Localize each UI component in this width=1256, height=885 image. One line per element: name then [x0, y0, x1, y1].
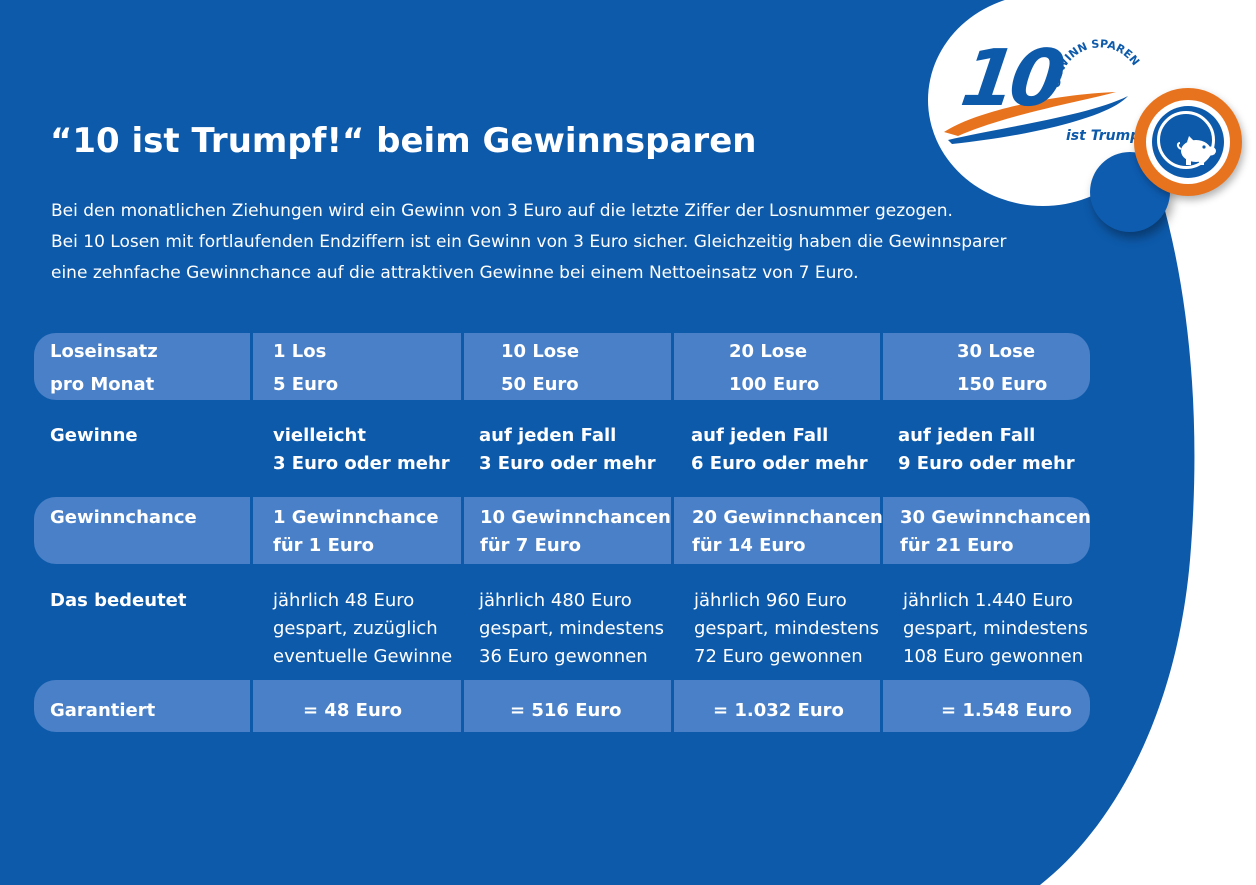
table-cell-line: = 516 Euro: [510, 700, 622, 721]
table-cell-line: 50 Euro: [501, 374, 579, 395]
row-label: Gewinnchance: [50, 504, 197, 532]
table-cell: jährlich 1.440 Euro gespart, mindestens 10…: [903, 587, 1088, 671]
table-cell-line: 3 Euro oder mehr: [479, 453, 656, 474]
table-cell: 1 Gewinnchance für 1 Euro: [273, 504, 439, 560]
table-cell: 30 Gewinnchancen für 21 Euro: [900, 504, 1091, 560]
column-separator: [671, 497, 674, 564]
table-cell-line: 30 Lose: [957, 341, 1036, 362]
table-cell-line: 72 Euro gewonnen: [694, 646, 863, 667]
table-cell-line: = 48 Euro: [303, 700, 403, 721]
table-cell: auf jeden Fall 3 Euro oder mehr: [479, 422, 656, 478]
row-label-line: Loseinsatz: [50, 341, 158, 362]
page-title: “10 ist Trumpf!“ beim Gewinnsparen: [50, 121, 757, 161]
intro-line: Bei 10 Losen mit fortlaufenden Endziffer…: [51, 232, 1007, 252]
table-cell-line: 1 Gewinnchance: [273, 507, 439, 528]
logo-number: 10: [955, 34, 1065, 124]
row-label-line: Gewinnchance: [50, 507, 197, 528]
table-cell-line: jährlich 960 Euro: [694, 590, 847, 611]
table-cell-line: für 14 Euro: [692, 535, 806, 556]
table-cell-line: gespart, zuzüglich: [273, 618, 438, 639]
table-cell-line: 100 Euro: [729, 374, 820, 395]
table-cell-line: auf jeden Fall: [479, 425, 617, 446]
table-cell-line: gespart, mindestens: [903, 618, 1088, 639]
column-separator: [880, 497, 883, 564]
table-cell: 1 Los 5 Euro: [273, 335, 338, 401]
table-cell-line: 20 Lose: [729, 341, 808, 362]
table-cell: auf jeden Fall 9 Euro oder mehr: [898, 422, 1075, 478]
table-cell-line: gespart, mindestens: [694, 618, 879, 639]
table-cell: = 516 Euro: [510, 697, 622, 725]
row-label: Gewinne: [50, 422, 138, 450]
row-label: Das bedeutet: [50, 587, 187, 615]
table-cell-line: 3 Euro oder mehr: [273, 453, 450, 474]
column-separator: [461, 333, 464, 400]
table-cell-line: 108 Euro gewonnen: [903, 646, 1084, 667]
table-cell-line: für 7 Euro: [480, 535, 581, 556]
table-cell: 20 Lose 100 Euro: [729, 335, 819, 401]
table-cell: 10 Lose 50 Euro: [501, 335, 579, 401]
table-cell-line: 6 Euro oder mehr: [691, 453, 868, 474]
table-cell: jährlich 960 Euro gespart, mindestens 72 E…: [694, 587, 879, 671]
table-cell: 30 Lose 150 Euro: [957, 335, 1047, 401]
table-cell-line: 20 Gewinnchancen: [692, 507, 883, 528]
table-cell-line: jährlich 1.440 Euro: [903, 590, 1073, 611]
table-cell-line: 10 Lose: [501, 341, 580, 362]
column-separator: [461, 680, 464, 732]
table-cell: 20 Gewinnchancen für 14 Euro: [692, 504, 883, 560]
table-cell: auf jeden Fall 6 Euro oder mehr: [691, 422, 868, 478]
table-cell-line: 9 Euro oder mehr: [898, 453, 1075, 474]
column-separator: [250, 680, 253, 732]
piggy-bank-icon: [1176, 136, 1216, 165]
table-cell-line: 5 Euro: [273, 374, 339, 395]
column-separator: [671, 680, 674, 732]
intro-text: Bei den monatlichen Ziehungen wird ein G…: [51, 196, 1071, 289]
column-separator: [671, 333, 674, 400]
table-cell-line: 10 Gewinnchancen: [480, 507, 671, 528]
table-cell-line: auf jeden Fall: [691, 425, 829, 446]
table-cell: vielleicht 3 Euro oder mehr: [273, 422, 450, 478]
row-label-line: Gewinne: [50, 425, 138, 446]
column-separator: [250, 333, 253, 400]
row-label-line: Das bedeutet: [50, 590, 187, 611]
table-cell: jährlich 48 Euro gespart, zuzüglich eventu…: [273, 587, 452, 671]
logo-swoosh: [944, 92, 1128, 144]
row-label: Garantiert: [50, 697, 155, 725]
intro-line: eine zehnfache Gewinnchance auf die attr…: [51, 263, 859, 283]
logo-tagline: ist Trumpf!: [1066, 128, 1153, 144]
table-cell-line: auf jeden Fall: [898, 425, 1036, 446]
table-row-band: [34, 333, 1090, 400]
table-cell-line: 36 Euro gewonnen: [479, 646, 648, 667]
table-cell: = 1.032 Euro: [713, 697, 844, 725]
column-separator: [250, 497, 253, 564]
table-cell-line: eventuelle Gewinne: [273, 646, 453, 667]
table-row-band: [34, 680, 1090, 732]
table-cell: jährlich 480 Euro gespart, mindestens 36 E…: [479, 587, 664, 671]
table-row-band: [34, 497, 1090, 564]
logo-arc-text: GEWINN SPAREN: [1052, 37, 1142, 88]
row-label-line: pro Monat: [50, 374, 155, 395]
table-cell-line: für 21 Euro: [900, 535, 1014, 556]
table-cell-line: 1 Los: [273, 341, 327, 362]
table-cell-line: = 1.548 Euro: [941, 700, 1072, 721]
row-label-line: Garantiert: [50, 700, 156, 721]
table-cell: = 1.548 Euro: [941, 697, 1072, 725]
table-cell-line: für 1 Euro: [273, 535, 374, 556]
table-cell-line: jährlich 480 Euro: [479, 590, 632, 611]
table-cell-line: = 1.032 Euro: [713, 700, 844, 721]
table-cell-line: 30 Gewinnchancen: [900, 507, 1091, 528]
column-separator: [880, 680, 883, 732]
column-separator: [880, 333, 883, 400]
table-cell-line: 150 Euro: [957, 374, 1048, 395]
table-cell-line: jährlich 48 Euro: [273, 590, 415, 611]
table-cell-line: vielleicht: [273, 425, 366, 446]
column-separator: [461, 497, 464, 564]
row-label: Loseinsatz pro Monat: [50, 335, 158, 401]
table-cell: = 48 Euro: [303, 697, 402, 725]
table-cell-line: gespart, mindestens: [479, 618, 664, 639]
piggy-bank-badge: [1134, 88, 1242, 196]
table-cell: 10 Gewinnchancen für 7 Euro: [480, 504, 671, 560]
intro-line: Bei den monatlichen Ziehungen wird ein G…: [51, 201, 953, 221]
